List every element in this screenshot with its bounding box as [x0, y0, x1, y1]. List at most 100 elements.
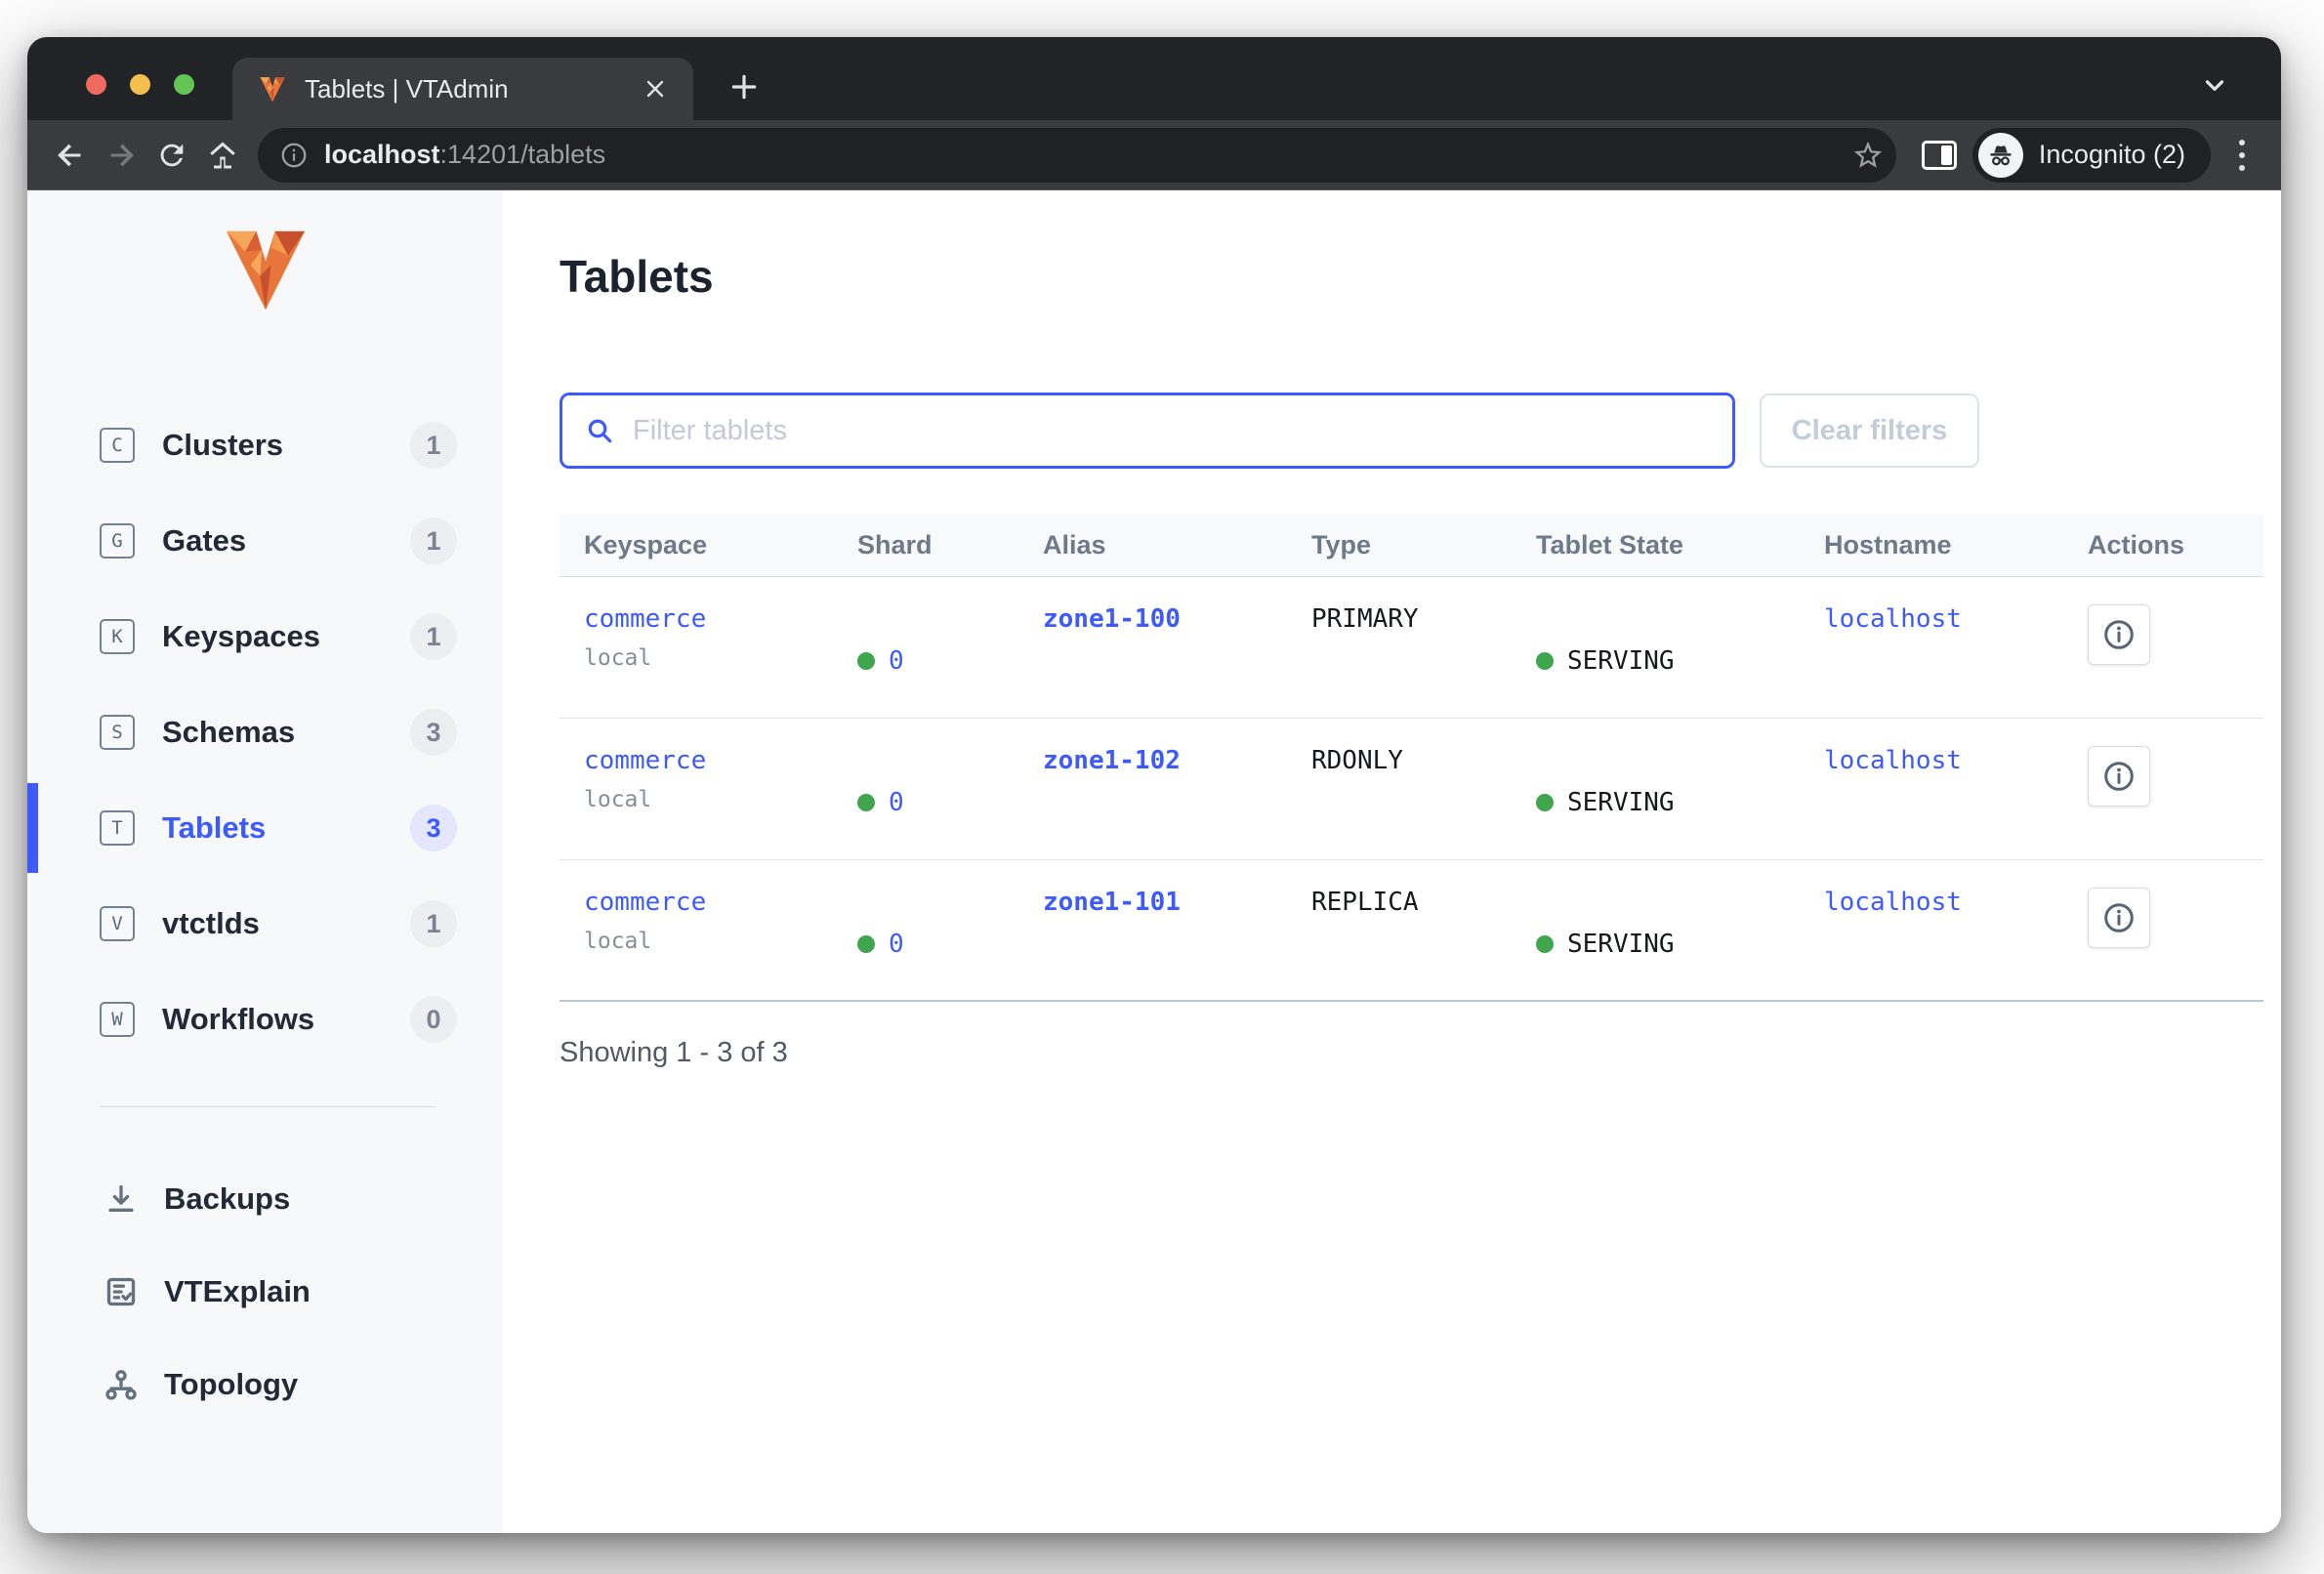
actions-cell	[2063, 746, 2263, 859]
type-cell: PRIMARY	[1311, 604, 1419, 634]
reload-button[interactable]	[146, 130, 197, 181]
tablet-info-button[interactable]	[2088, 604, 2150, 665]
url-bar[interactable]: localhost:14201/tablets	[258, 127, 1896, 183]
shard-serving-dot	[857, 794, 875, 811]
sidebar-item-keyspaces[interactable]: K Keyspaces 1	[27, 589, 503, 684]
vtctlds-count-badge: 1	[410, 900, 457, 947]
tablets-table: Keyspace Shard Alias Type Tablet State H…	[560, 515, 2263, 1002]
shard-link[interactable]: 0	[889, 788, 904, 817]
sidebar-item-vtctlds[interactable]: V vtctlds 1	[27, 876, 503, 972]
type-cell: RDONLY	[1311, 746, 1403, 775]
sidebar-item-workflows[interactable]: W Workflows 0	[27, 972, 503, 1067]
keyspace-cell: commerce local	[560, 604, 833, 718]
header-alias: Alias	[1043, 530, 1106, 559]
schemas-count-badge: 3	[410, 709, 457, 756]
browser-toolbar: localhost:14201/tablets Incognito (	[27, 120, 2281, 190]
filter-row: Clear filters	[560, 393, 2281, 469]
site-info-icon[interactable]	[279, 141, 309, 170]
clear-filters-button[interactable]: Clear filters	[1760, 394, 1979, 468]
url-path: :14201/tablets	[439, 140, 606, 169]
filter-tablets-input[interactable]	[633, 414, 1711, 447]
sidebar: C Clusters 1 G Gates 1 K Keyspaces 1	[27, 190, 503, 1533]
new-tab-button[interactable]	[723, 65, 766, 108]
clusters-letter-icon: C	[100, 428, 135, 463]
tablet-info-button[interactable]	[2088, 746, 2150, 807]
state-cell: SERVING	[1512, 888, 1800, 1000]
shard-link[interactable]: 0	[889, 929, 904, 959]
hostname-cell: localhost	[1800, 888, 2063, 1000]
keyspace-cell: commerce local	[560, 746, 833, 859]
state-serving-dot	[1536, 652, 1554, 670]
keyspace-link[interactable]: commerce	[584, 604, 707, 634]
type-cell: REPLICA	[1311, 888, 1419, 917]
browser-menu-icon[interactable]	[2220, 134, 2263, 177]
sidebar-tools: Backups VTExplain	[27, 1152, 503, 1430]
zoom-window-button[interactable]	[174, 74, 194, 95]
alias-cell: zone1-100	[1018, 604, 1287, 718]
cluster-label: local	[584, 787, 652, 812]
keyspaces-letter-icon: K	[100, 619, 135, 654]
main-content: Tablets Clear filters Keyspace Shar	[503, 190, 2281, 1533]
shard-serving-dot	[857, 934, 875, 953]
sidebar-item-schemas[interactable]: S Schemas 3	[27, 684, 503, 780]
close-window-button[interactable]	[86, 74, 106, 95]
gates-count-badge: 1	[410, 518, 457, 564]
page-title: Tablets	[560, 251, 714, 302]
side-panel-icon[interactable]	[1921, 140, 1957, 170]
actions-cell	[2063, 888, 2263, 1000]
minimize-window-button[interactable]	[130, 74, 150, 95]
url-host: localhost	[324, 140, 440, 169]
tablets-letter-icon: T	[100, 810, 135, 846]
tab-close-icon[interactable]	[639, 72, 672, 105]
forward-button[interactable]	[96, 130, 146, 181]
hostname-link[interactable]: localhost	[1824, 604, 1962, 634]
hostname-link[interactable]: localhost	[1824, 746, 1962, 775]
table-row: commerce local 0 zone1-102 RDONLY	[560, 719, 2263, 860]
url-text: localhost:14201/tablets	[324, 140, 1851, 170]
sidebar-item-topology[interactable]: Topology	[27, 1338, 503, 1430]
home-button[interactable]	[197, 130, 248, 181]
filter-input-container	[560, 393, 1735, 469]
shard-cell: 0	[833, 604, 1018, 718]
tablet-info-button[interactable]	[2088, 888, 2150, 948]
keyspaces-count-badge: 1	[410, 613, 457, 660]
incognito-icon	[1977, 132, 2023, 178]
workflows-count-badge: 0	[410, 996, 457, 1043]
sidebar-item-vtexplain[interactable]: VTExplain	[27, 1245, 503, 1338]
keyspace-link[interactable]: commerce	[584, 888, 707, 917]
shard-cell: 0	[833, 888, 1018, 1000]
alias-link[interactable]: zone1-102	[1043, 746, 1181, 775]
header-actions: Actions	[2088, 530, 2185, 559]
hostname-cell: localhost	[1800, 746, 2063, 859]
clusters-count-badge: 1	[410, 422, 457, 469]
incognito-label: Incognito (2)	[2038, 140, 2185, 169]
sidebar-item-clusters[interactable]: C Clusters 1	[27, 397, 503, 493]
state-cell: SERVING	[1512, 746, 1800, 859]
table-row: commerce local 0 zone1-101 REPLICA	[560, 860, 2263, 1002]
keyspace-link[interactable]: commerce	[584, 746, 707, 775]
hostname-link[interactable]: localhost	[1824, 888, 1962, 917]
back-button[interactable]	[45, 130, 96, 181]
state-serving-dot	[1536, 794, 1554, 811]
sidebar-item-backups[interactable]: Backups	[27, 1152, 503, 1245]
sidebar-nav: C Clusters 1 G Gates 1 K Keyspaces 1	[27, 397, 503, 1067]
sidebar-divider	[100, 1106, 436, 1107]
browser-tab[interactable]: Tablets | VTAdmin	[232, 58, 693, 120]
table-header-row: Keyspace Shard Alias Type Tablet State H…	[560, 515, 2263, 577]
sidebar-item-gates[interactable]: G Gates 1	[27, 493, 503, 589]
vitess-favicon	[260, 76, 285, 102]
shard-cell: 0	[833, 746, 1018, 859]
alias-cell: zone1-101	[1018, 888, 1287, 1000]
alias-link[interactable]: zone1-101	[1043, 888, 1181, 917]
shard-link[interactable]: 0	[889, 646, 904, 676]
bookmark-star-icon[interactable]	[1851, 139, 1885, 172]
download-icon	[100, 1178, 143, 1221]
header-tablet-state: Tablet State	[1536, 530, 1684, 559]
vtadmin-app: C Clusters 1 G Gates 1 K Keyspaces 1	[27, 190, 2281, 1533]
tab-search-chevron-icon[interactable]	[2195, 65, 2234, 104]
sidebar-item-tablets[interactable]: T Tablets 3	[27, 780, 503, 876]
results-summary: Showing 1 - 3 of 3	[560, 1037, 788, 1068]
incognito-badge[interactable]: Incognito (2)	[1971, 127, 2211, 183]
state-label: SERVING	[1567, 929, 1675, 959]
alias-link[interactable]: zone1-100	[1043, 604, 1181, 634]
